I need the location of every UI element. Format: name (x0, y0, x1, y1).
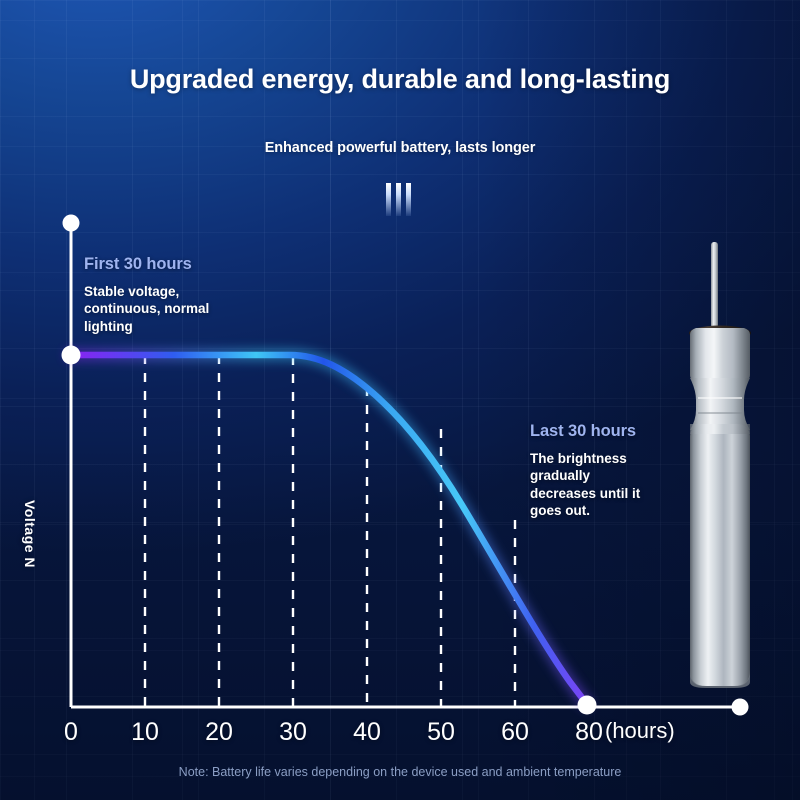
divider-bar (396, 183, 401, 216)
battery-pin (711, 242, 718, 328)
battery-body (690, 424, 750, 686)
y-axis-label: Voltage N (22, 500, 38, 569)
discharge-curve (61, 345, 597, 715)
annotation-first-body: Stable voltage, continuous, normal light… (84, 284, 210, 334)
page-title: Upgraded energy, durable and long-lastin… (129, 64, 671, 94)
x-tick-label-60: 60 (501, 718, 529, 746)
x-tick-label-40: 40 (353, 718, 381, 746)
x-axis-unit-label: (hours) (605, 718, 675, 743)
divider-bar (406, 183, 411, 216)
x-tick-label-0: 0 (64, 718, 78, 746)
curve-line (67, 351, 590, 707)
battery-cap-lower (690, 358, 750, 382)
curve-glow (64, 348, 593, 710)
curve-start-dot (61, 345, 81, 365)
x-tick-label-50: 50 (427, 718, 455, 746)
annotation-last-30-hours: Last 30 hours The brightness gradually d… (530, 422, 655, 519)
battery-svg (689, 242, 751, 688)
chart-axes (62, 214, 749, 716)
battery-cell-icon (672, 238, 768, 700)
y-axis-top-cap-dot (62, 214, 80, 232)
x-axis-end-cap-dot (731, 698, 749, 716)
annotation-first-30-hours: First 30 hours Stable voltage, continuou… (84, 255, 234, 335)
divider-bar (386, 183, 391, 216)
annotation-first-heading: First 30 hours (84, 255, 192, 273)
page-subtitle: Enhanced powerful battery, lasts longer (264, 140, 536, 156)
curve-end-dot (577, 695, 597, 715)
x-tick-label-10: 10 (131, 718, 159, 746)
chart-gridlines (143, 355, 517, 707)
battery-body-top-edge (690, 424, 750, 434)
x-tick-label-80: 80 (575, 718, 603, 746)
x-tick-label-20: 20 (205, 718, 233, 746)
battery-neck (690, 378, 750, 430)
annotation-last-heading: Last 30 hours (530, 422, 636, 440)
three-bars-icon (386, 183, 420, 216)
x-tick-label-30: 30 (279, 718, 307, 746)
annotation-last-body: The brightness gradually decreases until… (530, 451, 641, 518)
battery-bottom-rim (690, 670, 750, 688)
footnote: Note: Battery life varies depending on t… (178, 765, 622, 779)
